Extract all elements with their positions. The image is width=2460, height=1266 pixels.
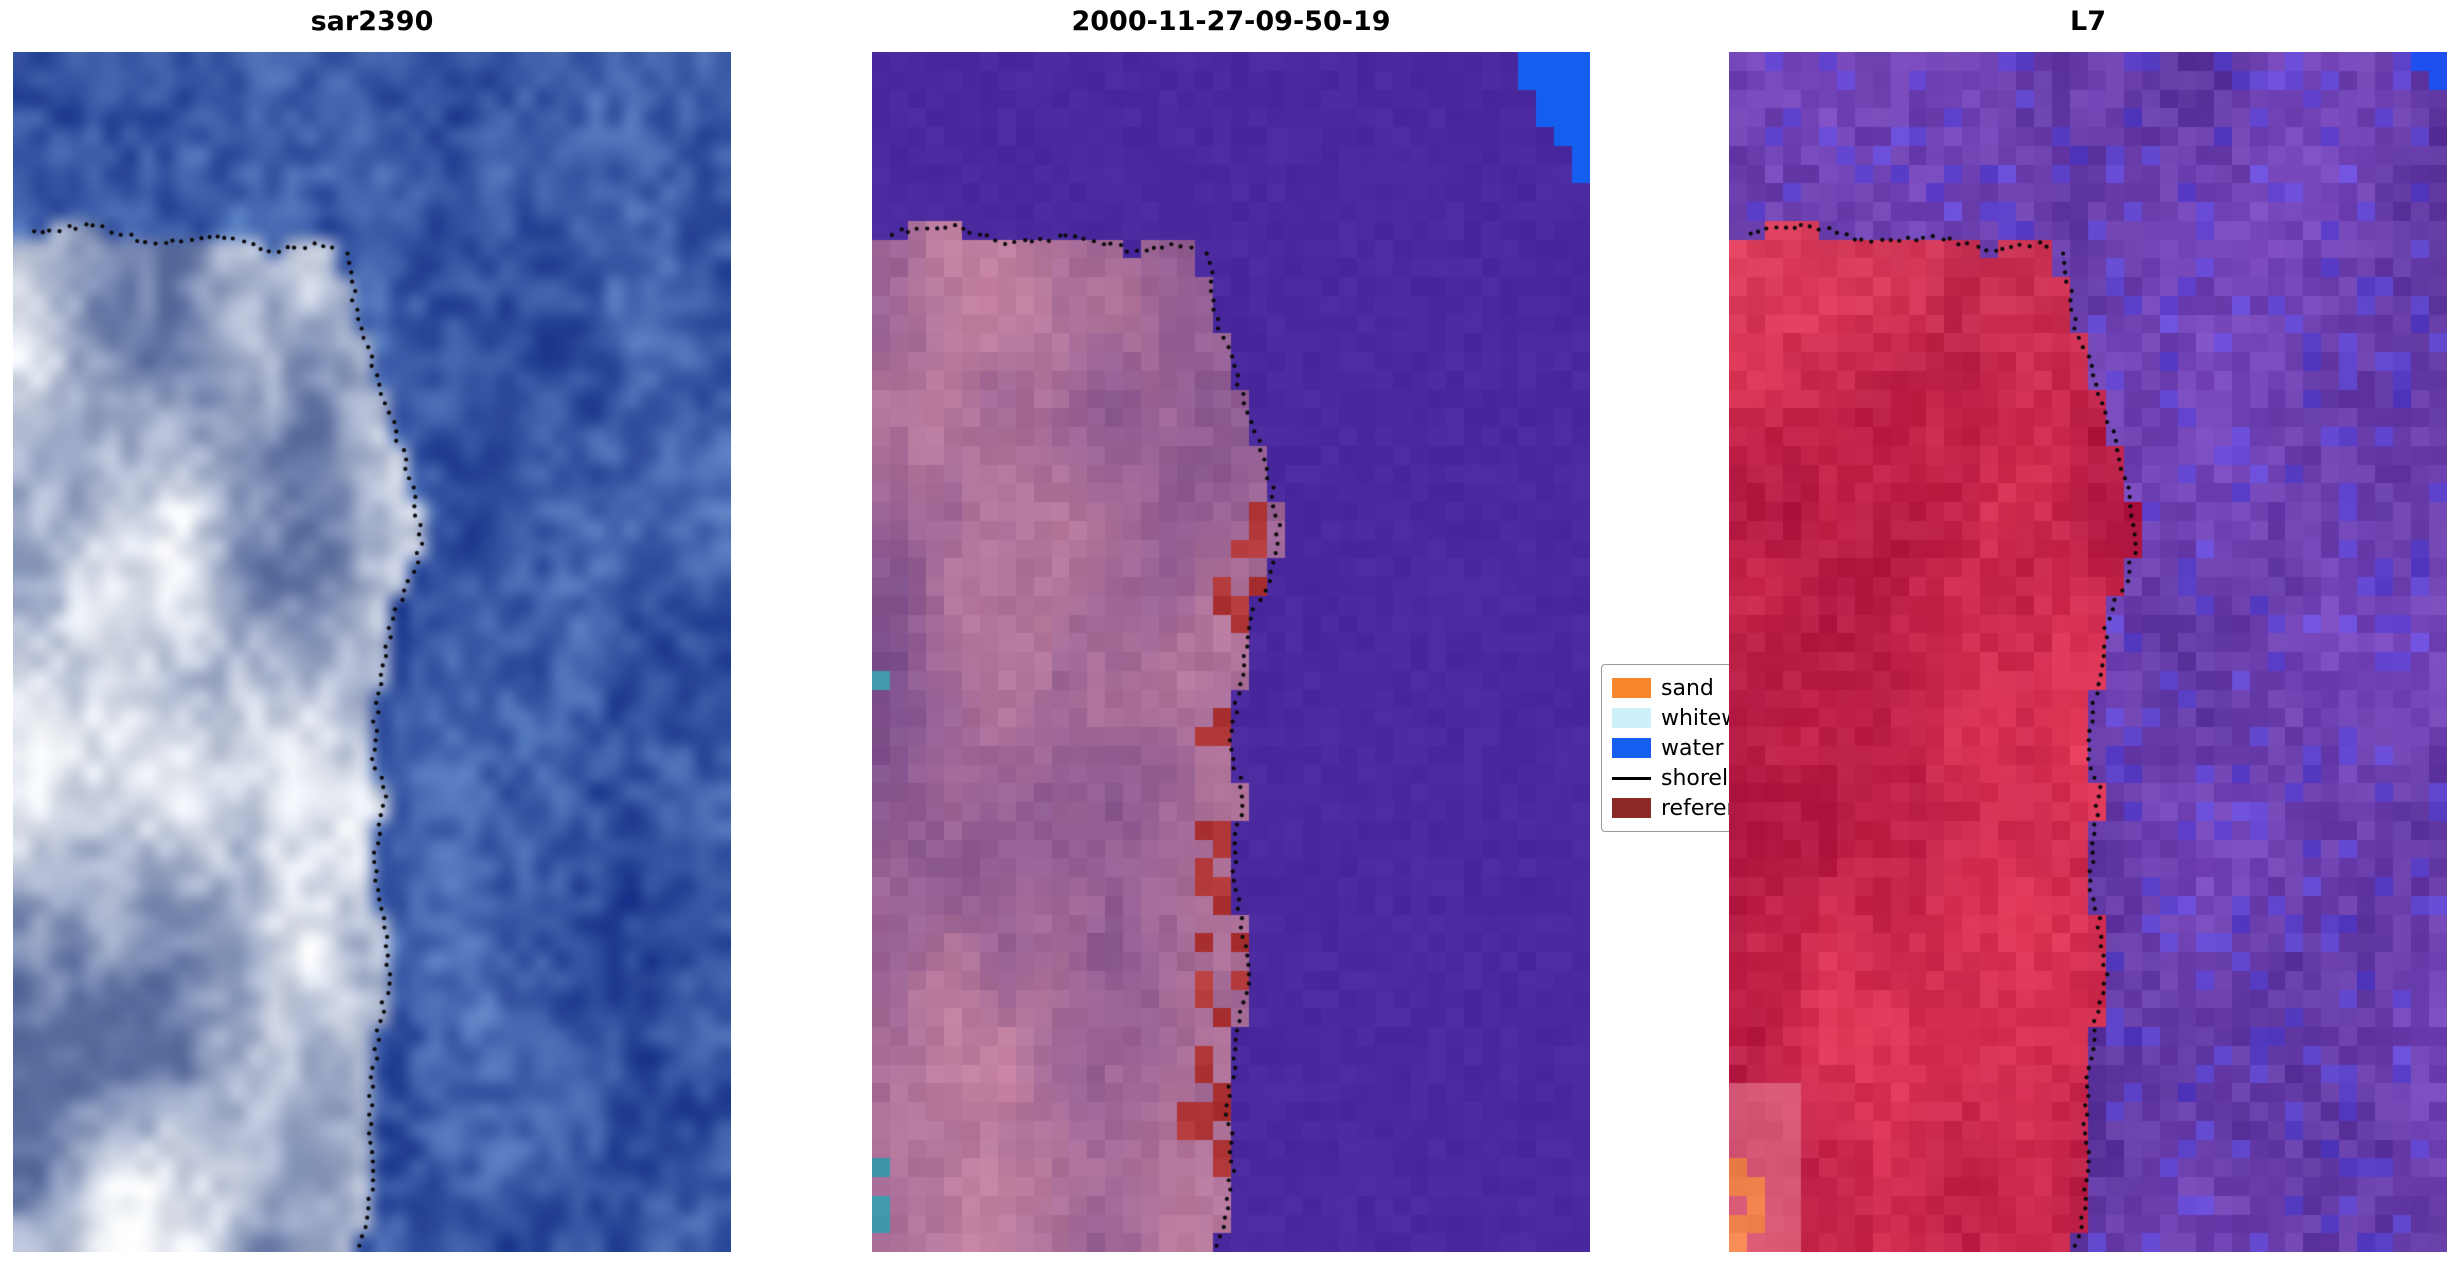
reference-swatch — [1612, 798, 1651, 818]
classified-image-panel — [872, 52, 1590, 1252]
panel-title-date: 2000-11-27-09-50-19 — [1071, 6, 1391, 37]
legend-label-sand: sand — [1661, 675, 1714, 701]
sand-swatch — [1612, 678, 1651, 698]
shoreline-line-swatch — [1612, 776, 1651, 780]
whitewater-swatch — [1612, 708, 1651, 728]
water-swatch — [1612, 738, 1651, 758]
legend-entry-sand: sand — [1612, 673, 1784, 703]
panel-title-sar2390: sar2390 — [310, 6, 434, 37]
l7-image-panel — [1729, 52, 2447, 1252]
sar-image-panel — [13, 52, 731, 1252]
panel-title-l7: L7 — [2070, 6, 2106, 37]
legend-entry-water: water — [1612, 733, 1784, 763]
legend-label-water: water — [1661, 735, 1724, 761]
